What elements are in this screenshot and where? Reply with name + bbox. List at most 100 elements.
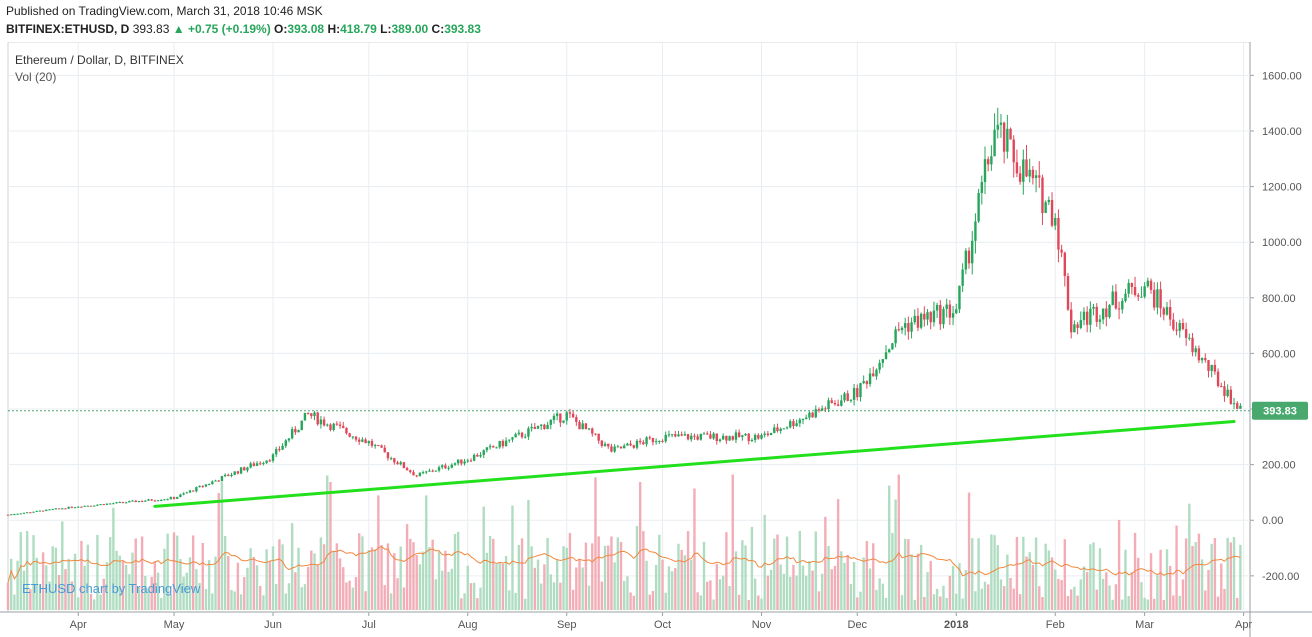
volume-bar [677,543,680,610]
volume-bar [268,561,272,610]
volume-bar [380,544,383,610]
volume-bar [207,560,211,610]
volume-bar [942,585,945,610]
volume-bar [820,573,824,610]
candle-body [96,504,99,506]
volume-bar [1184,538,1188,610]
candle-body [836,404,840,406]
candle-body [549,419,552,425]
candle-body [450,464,453,468]
volume-bar [1009,577,1012,610]
candle-body [1015,162,1019,174]
candle-body [274,449,278,455]
candle-body [1229,389,1233,404]
volume-bar [833,565,837,610]
candle-body [1066,276,1070,310]
volume-bar [281,544,284,610]
volume-bar [527,499,530,610]
volume-bar [709,580,712,610]
volume-bar [176,535,179,610]
volume-bar [105,562,109,610]
price-chart[interactable]: 1600.00 1400.00 1200.00 1000.00 800.00 600.00… [0,42,1312,637]
volume-bar [654,565,658,610]
candle-body [227,474,230,477]
candle-body [220,476,224,481]
volume-bar [316,564,319,610]
volume-bar [223,536,227,610]
volume-bar [1121,599,1124,610]
candle-body [555,413,559,416]
candle-body [929,312,932,323]
candle-body [93,505,96,507]
candle-body [597,433,600,441]
ticker-line: BITFINEX:ETHUSD, D 393.83 ▲ +0.75 (+0.19… [6,22,481,36]
candle-body [35,510,38,512]
volume-bar [172,532,176,610]
candle-body [559,413,562,423]
volume-bar [964,570,968,610]
volume-bar [817,591,821,610]
watermark[interactable]: ETHUSD chart by TradingView [22,581,201,596]
candle-body [801,419,805,421]
candle-body [903,323,907,328]
volume-bar [808,561,811,610]
candle-body [942,308,945,325]
volume-bar [632,595,635,610]
candle-body [875,369,878,377]
volume-bar [19,532,22,610]
volume-bar [16,560,19,610]
candle-body [290,429,294,439]
volume-bar [54,547,58,610]
candle-body [1057,217,1060,250]
volume-bar [1220,563,1223,610]
candle-body [939,304,942,325]
candle-body [1009,128,1012,140]
volume-bar [93,599,96,610]
volume-bar [255,565,259,610]
candle-body [447,467,450,469]
candle-body [1127,282,1130,294]
candle-body [1200,358,1204,361]
volume-bar [1194,542,1197,610]
volume-bar [623,580,626,610]
candle-body [718,439,722,441]
volume-bar [204,589,208,610]
candle-body [1060,249,1063,253]
volume-bar [881,583,885,610]
candle-body [300,420,303,431]
last-price-label-bg [1252,401,1308,420]
candle-body [1098,319,1102,322]
volume-bar [903,538,907,610]
x-tick-label: Aug [458,619,478,631]
candle-body [415,475,418,477]
volume-bar [25,531,29,610]
candle-body [1204,358,1207,361]
candle-body [358,439,361,442]
volume-bar [179,559,182,610]
volume-bar [1060,580,1063,610]
candle-body [565,412,568,421]
candle-body [638,440,642,443]
volume-bar [348,580,351,610]
volume-bar [373,549,377,610]
volume-bar [319,537,323,610]
volume-bar [354,577,358,610]
candle-body [721,435,725,440]
symbol-label: BITFINEX:ETHUSD, D [6,22,130,36]
candle-body [686,434,690,440]
volume-bar [616,537,620,610]
candle-body [607,443,610,447]
x-tick-label: Apr [1235,619,1252,631]
published-caption: Published on TradingView.com, March 31, … [6,4,323,18]
volume-bar [1111,599,1114,610]
candle-body [335,423,339,425]
candle-body [495,447,498,449]
candle-body [667,434,671,436]
candle-body [86,505,90,507]
volume-bar [89,593,93,610]
candle-body [112,503,115,505]
candle-body [156,500,160,502]
volume-legend: Vol (20) [15,70,57,84]
candle-body [61,508,64,510]
volume-bar [517,544,521,610]
